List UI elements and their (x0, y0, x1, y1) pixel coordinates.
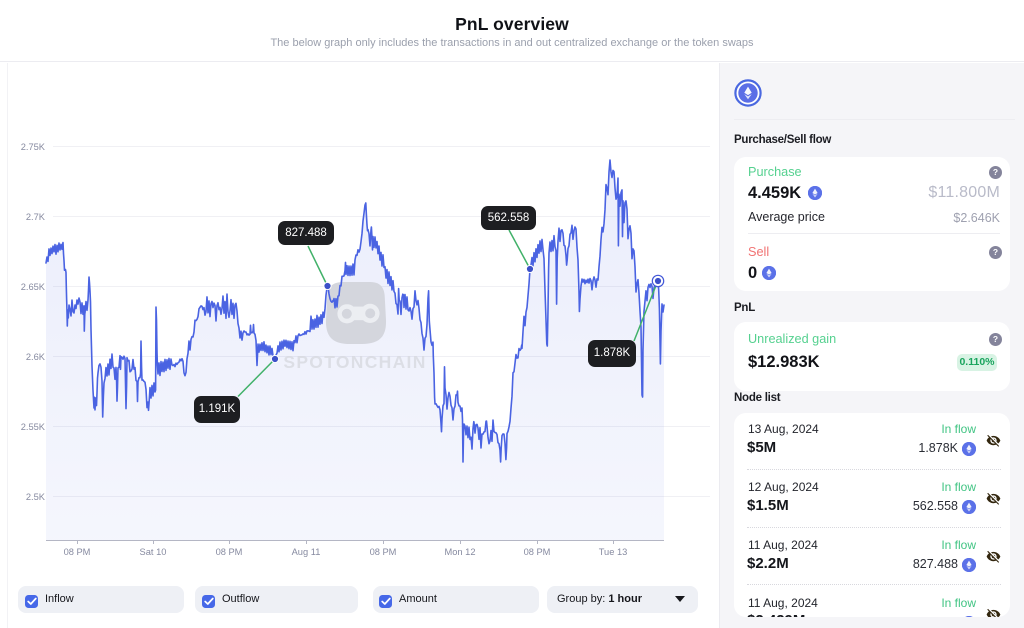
svg-text:2.5K: 2.5K (26, 492, 46, 502)
svg-text:Aug 11: Aug 11 (292, 547, 321, 557)
svg-text:Tue 13: Tue 13 (599, 547, 628, 557)
svg-text:2.65K: 2.65K (21, 282, 46, 292)
svg-text:2.75K: 2.75K (21, 142, 46, 152)
svg-text:SPOTONCHAIN: SPOTONCHAIN (283, 352, 426, 372)
svg-text:2.55K: 2.55K (21, 422, 46, 432)
svg-text:08 PM: 08 PM (216, 547, 243, 557)
svg-text:08 PM: 08 PM (370, 547, 397, 557)
svg-text:Sat 10: Sat 10 (140, 547, 167, 557)
svg-text:Mon 12: Mon 12 (444, 547, 475, 557)
svg-text:2.7K: 2.7K (26, 212, 46, 222)
svg-text:08 PM: 08 PM (524, 547, 551, 557)
svg-text:08 PM: 08 PM (64, 547, 91, 557)
svg-text:2.6K: 2.6K (26, 352, 46, 362)
